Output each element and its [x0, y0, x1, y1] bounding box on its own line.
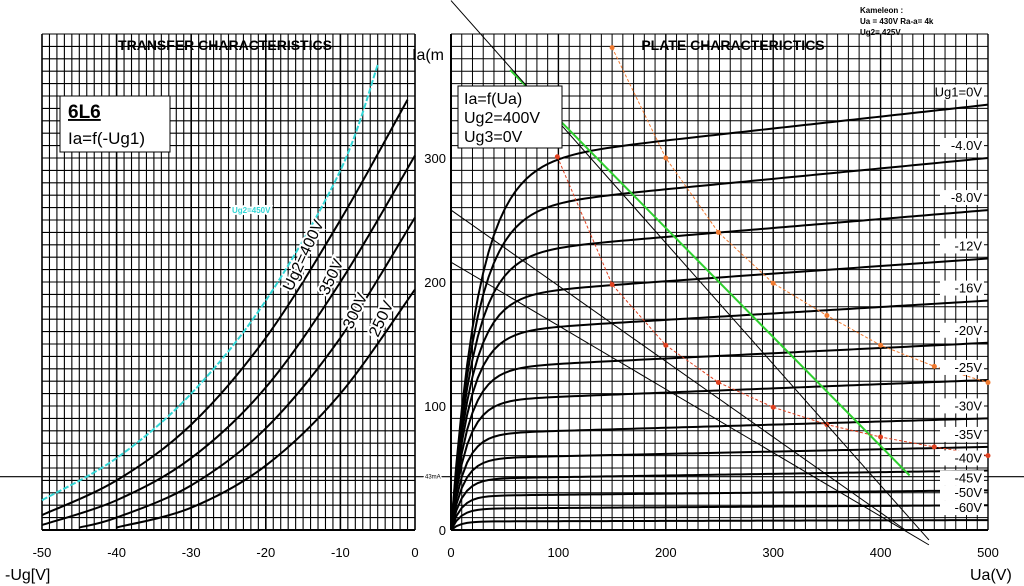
plate-x-tick: 300	[762, 545, 784, 560]
note-line-1: Kameleon :	[860, 6, 903, 15]
orange-dotted-curve-point	[609, 45, 615, 51]
plate-curve	[450, 489, 989, 531]
transfer-x-tick: -40	[107, 545, 126, 560]
transfer-xlabel: -Ug[V]	[5, 567, 50, 584]
black-load-line-3	[450, 0, 930, 541]
plate-curve-label-bg	[940, 138, 984, 153]
plate-curve-label: -20V	[955, 323, 983, 338]
red-dotted-curve-point	[985, 453, 991, 459]
plate-y-tick: 300	[424, 151, 446, 166]
transfer-curve-label: 300V	[340, 290, 371, 331]
black-load-line-2	[450, 261, 930, 546]
transfer-curve-350v	[41, 155, 416, 526]
plate-curve-label-bg	[940, 485, 984, 501]
plate-curve-label-bg	[940, 398, 984, 414]
orange-dotted-curve-point	[663, 155, 669, 161]
plate-curve	[450, 417, 989, 531]
plate-curve	[450, 519, 989, 531]
plate-x-tick: 0	[447, 545, 454, 560]
transfer-title: TRANSFER CHARACTERISTICS	[118, 37, 332, 53]
chart-marks	[0, 0, 1024, 546]
plate-curve-label: -40V	[955, 450, 983, 465]
black-load-line-1	[450, 209, 906, 531]
plate-legend-line-2: Ug2=400V	[464, 110, 540, 127]
transfer-subtitle: Ia=f(-Ug1)	[68, 129, 145, 148]
red-dotted-curve	[556, 156, 989, 457]
transfer-x-tick: -50	[33, 545, 52, 560]
plate-curve-label: -30V	[955, 398, 983, 413]
red-dotted-curve-point	[878, 434, 884, 440]
transfer-x-tick: -30	[182, 545, 201, 560]
tube-name: 6L6	[68, 102, 101, 123]
plate-curve	[450, 378, 989, 531]
transfer-x-tick: -20	[256, 545, 275, 560]
plate-curve-label: -8.0V	[951, 190, 982, 205]
plate-curve	[450, 299, 989, 531]
plate-legend-line-1: Ia=f(Ua)	[464, 91, 522, 108]
plate-curve-label-bg	[940, 426, 984, 442]
transfer-x-tick: 0	[411, 545, 418, 560]
green-load-line	[509, 69, 911, 477]
plate-curve	[450, 469, 989, 531]
orange-dotted-curve-point	[985, 379, 991, 385]
plate-ylabel: Ia(m	[412, 47, 444, 64]
orange-dotted-curve-point	[770, 280, 776, 286]
note-line-2: Ua = 430V Ra-a= 4k	[860, 17, 934, 26]
plate-curve-label-bg	[940, 322, 984, 338]
transfer-curve-ug2400v	[41, 99, 409, 517]
red-dotted-curve-point	[931, 444, 937, 450]
transfer-curve-ug2450v	[41, 64, 379, 502]
transfer-curve-label: Ug2=450V	[232, 206, 271, 215]
plate-curve-label: -45V	[955, 470, 983, 485]
plate-curve-label: -50V	[955, 485, 983, 500]
orange-dotted-curve-point	[824, 312, 830, 318]
plate-curve-label-bg	[940, 238, 984, 254]
plate-curve-label-bg	[940, 190, 984, 206]
plate-curve-label-bg	[940, 450, 984, 466]
plate-y-tick: 100	[424, 399, 446, 414]
orange-dotted-curve-point	[931, 363, 937, 369]
plate-curve	[450, 341, 989, 531]
plate-curve-label-bg	[940, 359, 984, 375]
transfer-curve-300v	[79, 216, 416, 529]
plate-legend-line-3: Ug3=0V	[464, 129, 523, 146]
plate-curve	[450, 257, 989, 531]
orange-dotted-curve	[611, 47, 989, 383]
plate-y-tick: 0	[439, 523, 446, 538]
plate-title: PLATE CHARACTERICTICS	[641, 37, 824, 53]
red-dotted-curve-point	[770, 404, 776, 410]
marker-line-label: 43mA	[425, 475, 441, 481]
plate-curve-label: -25V	[955, 360, 983, 375]
plate-curve-label: -60V	[955, 500, 983, 515]
plate-curve	[450, 157, 989, 531]
plate-x-tick: 100	[548, 545, 570, 560]
red-dotted-curve-point	[663, 342, 669, 348]
plate-curve-label: -16V	[955, 281, 983, 296]
plate-curve-label: Ug1=0V	[935, 85, 983, 100]
plate-curve	[450, 103, 989, 531]
plate-curve-label-bg	[940, 84, 984, 100]
plate-curve-label: -12V	[955, 238, 983, 253]
transfer-curve-250v	[116, 288, 416, 529]
plate-curve-label-bg	[940, 470, 984, 486]
note-line-3: Ug2= 425V	[860, 28, 901, 37]
plate-curve-label: -35V	[955, 427, 983, 442]
orange-dotted-curve-point	[878, 342, 884, 348]
plate-xlabel: Ua(V)	[970, 567, 1012, 584]
transfer-x-tick: -10	[331, 545, 350, 560]
plate-curve-label-bg	[940, 280, 984, 296]
red-dotted-curve-point	[609, 281, 615, 287]
plate-curve-label-bg	[940, 500, 984, 516]
red-dotted-curve-point	[554, 154, 560, 160]
plate-x-tick: 500	[977, 545, 999, 560]
orange-dotted-curve-point	[715, 229, 721, 235]
plate-y-tick: 200	[424, 275, 446, 290]
plate-curve-label: -4.0V	[951, 138, 982, 153]
plate-x-tick: 400	[870, 545, 892, 560]
plate-x-tick: 200	[655, 545, 677, 560]
plate-curve	[450, 445, 989, 531]
red-dotted-curve-point	[715, 379, 721, 385]
